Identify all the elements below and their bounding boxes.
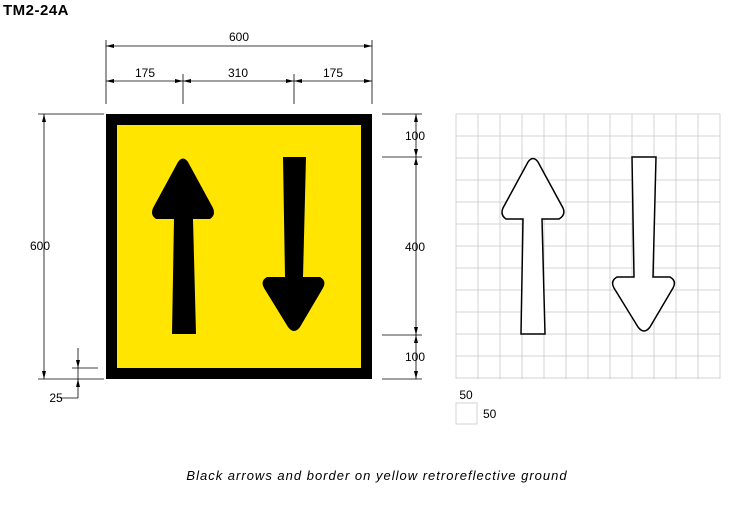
dim-left-margin: 175 <box>135 66 155 80</box>
dim-overall-height: 600 <box>30 239 50 253</box>
grid-legend-cell <box>455 402 478 425</box>
left-dimensions <box>38 113 104 399</box>
dim-arrow-length: 400 <box>405 240 425 254</box>
sign-panel <box>106 114 372 379</box>
dim-overall-width: 600 <box>229 30 249 44</box>
top-dim-arrowheads <box>106 44 372 83</box>
dim-bottom-margin: 100 <box>405 350 425 364</box>
dim-middle-spacing: 310 <box>228 66 248 80</box>
dim-right-margin: 175 <box>323 66 343 80</box>
grid-arrow-up-icon <box>501 157 565 335</box>
top-dimensions <box>105 40 373 104</box>
grid-diagram <box>455 113 721 379</box>
grid-legend-width: 50 <box>459 388 473 402</box>
grid-arrow-down-icon <box>611 156 676 332</box>
arrow-down-icon <box>262 157 325 331</box>
sign-caption: Black arrows and border on yellow retror… <box>186 468 568 483</box>
sign-yellow-ground <box>117 125 361 368</box>
dim-top-margin: 100 <box>405 129 425 143</box>
right-dim-arrowheads <box>414 114 418 379</box>
left-dim-arrowheads <box>42 114 80 387</box>
arrow-up-icon <box>152 158 214 334</box>
grid-legend-height: 50 <box>483 407 497 421</box>
dim-border: 25 <box>49 391 63 405</box>
sign-code-title: TM2-24A <box>3 2 70 19</box>
